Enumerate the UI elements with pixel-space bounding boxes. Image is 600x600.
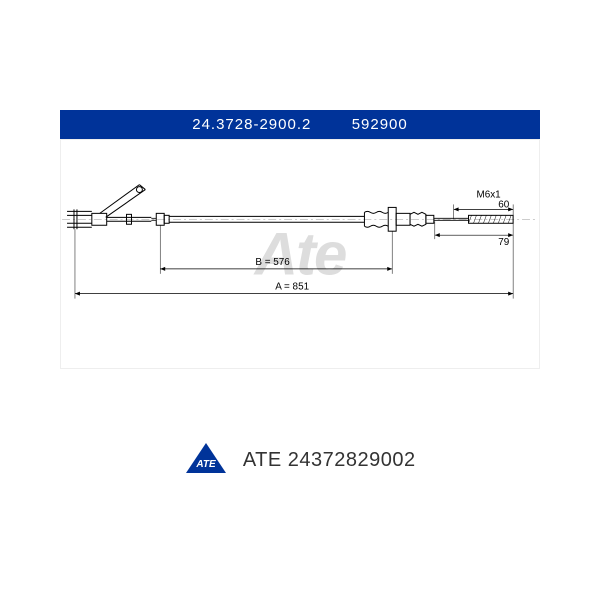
dim-thread-79: 79 — [435, 221, 513, 248]
cable-drawing: M6x1 60 79 — [61, 140, 539, 368]
dim-B: B = 576 — [160, 225, 392, 274]
svg-text:60: 60 — [498, 199, 510, 210]
ate-logo-icon: ATE — [184, 441, 228, 480]
svg-text:A = 851: A = 851 — [275, 282, 309, 293]
dim-A: A = 851 — [75, 229, 513, 298]
brand-row: ATE ATE 24372829002 — [0, 441, 600, 480]
left-end-fitting — [67, 185, 151, 230]
diagram-area: Ate — [60, 139, 540, 369]
part-number-2: 592900 — [352, 116, 408, 133]
svg-text:B = 576: B = 576 — [255, 257, 290, 268]
diagram-container: 24.3728-2900.2 592900 Ate — [60, 110, 540, 380]
header-bar: 24.3728-2900.2 592900 — [60, 110, 540, 139]
part-number-1: 24.3728-2900.2 — [192, 116, 311, 133]
svg-text:ATE: ATE — [196, 459, 217, 470]
svg-text:79: 79 — [498, 237, 510, 248]
brand-part-number: ATE 24372829002 — [243, 449, 416, 472]
